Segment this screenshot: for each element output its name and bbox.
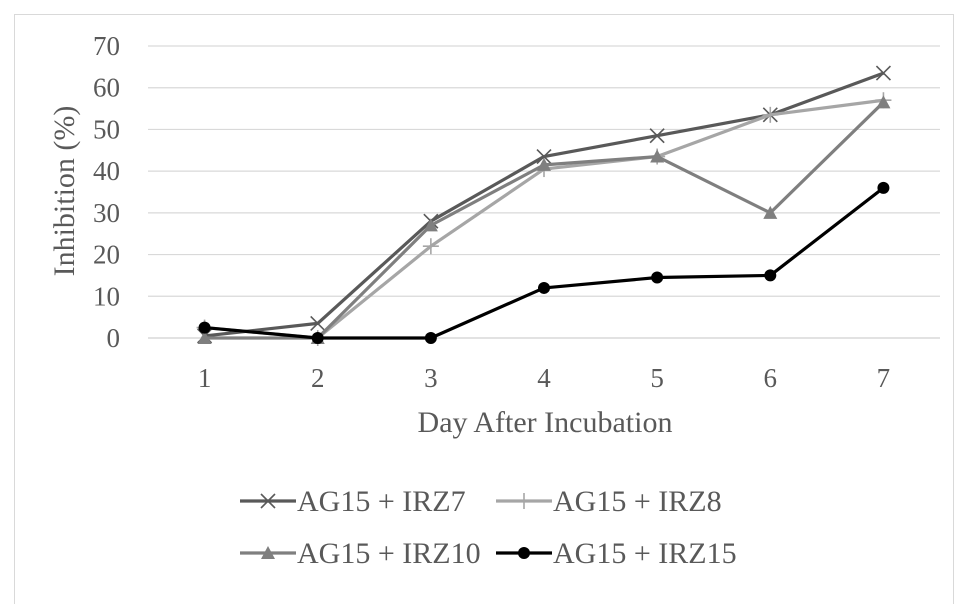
point-marker-plus bbox=[516, 493, 532, 509]
marker-stroke bbox=[875, 65, 891, 81]
x-tick-label: 3 bbox=[424, 363, 438, 393]
x-tick-label: 6 bbox=[764, 363, 778, 393]
legend: AG15 + IRZ7 AG15 + IRZ8 AG15 + IRZ10 AG15 +… bbox=[240, 485, 737, 570]
legend-label: AG15 + IRZ10 bbox=[297, 537, 481, 570]
point-marker-x bbox=[536, 148, 552, 165]
x-tick-label: 7 bbox=[877, 363, 891, 393]
y-tick-label: 30 bbox=[93, 198, 120, 228]
legend-item: AG15 + IRZ15 bbox=[496, 537, 737, 570]
y-axis-title: Inhibition (%) bbox=[48, 106, 81, 277]
line-chart: 0 10 20 30 40 50 60 70 1 2 3 4 5 6 7 Day After Incuba… bbox=[48, 31, 940, 570]
x-axis-ticks: 1 2 3 4 5 6 7 bbox=[198, 363, 890, 393]
point-marker-circle bbox=[198, 321, 211, 334]
point-marker-x bbox=[260, 493, 276, 509]
point-marker-triangle bbox=[876, 95, 891, 109]
legend-item: AG15 + IRZ7 bbox=[240, 485, 466, 518]
x-tick-label: 4 bbox=[537, 363, 551, 393]
legend-label: AG15 + IRZ15 bbox=[553, 537, 737, 570]
x-tick-label: 5 bbox=[650, 363, 664, 393]
gridlines bbox=[148, 45, 940, 339]
point-marker-x bbox=[310, 315, 326, 331]
series-group bbox=[196, 65, 892, 346]
y-tick-label: 0 bbox=[107, 323, 121, 353]
legend-label: AG15 + IRZ7 bbox=[297, 485, 466, 518]
x-tick-label: 1 bbox=[198, 363, 212, 393]
point-marker-circle bbox=[311, 332, 324, 344]
point-marker-circle bbox=[518, 547, 530, 559]
marker-stroke bbox=[649, 128, 665, 144]
point-marker-x bbox=[649, 128, 665, 144]
point-marker-plus bbox=[422, 238, 439, 255]
point-marker-triangle bbox=[763, 205, 778, 219]
point-marker-circle bbox=[764, 269, 777, 282]
chart-frame bbox=[14, 14, 954, 604]
marker-stroke bbox=[536, 148, 552, 165]
y-tick-label: 50 bbox=[93, 114, 120, 144]
series-line bbox=[204, 101, 885, 340]
point-marker-triangle bbox=[650, 149, 665, 163]
series-line bbox=[204, 98, 884, 340]
point-marker-triangle bbox=[261, 546, 275, 559]
y-tick-label: 40 bbox=[93, 156, 120, 186]
point-marker-circle bbox=[651, 271, 664, 284]
y-axis-ticks: 0 10 20 30 40 50 60 70 bbox=[93, 31, 120, 353]
series-1 bbox=[197, 65, 891, 344]
series-line bbox=[204, 186, 885, 340]
point-marker-x bbox=[875, 65, 891, 81]
point-marker-circle bbox=[538, 281, 550, 294]
y-tick-label: 60 bbox=[93, 73, 120, 103]
series-2 bbox=[196, 92, 892, 346]
x-axis-title: Day After Incubation bbox=[418, 406, 673, 439]
y-tick-label: 70 bbox=[93, 31, 120, 61]
series-3 bbox=[197, 95, 891, 344]
series-4 bbox=[198, 181, 890, 344]
legend-item: AG15 + IRZ8 bbox=[496, 485, 722, 518]
x-tick-label: 2 bbox=[311, 363, 325, 393]
point-marker-triangle bbox=[423, 218, 438, 232]
legend-item: AG15 + IRZ10 bbox=[240, 537, 481, 570]
marker-stroke bbox=[260, 493, 276, 509]
legend-label: AG15 + IRZ8 bbox=[553, 485, 722, 518]
y-tick-label: 10 bbox=[93, 281, 120, 311]
marker-stroke bbox=[310, 315, 326, 331]
point-marker-plus bbox=[762, 106, 779, 123]
point-marker-triangle bbox=[197, 331, 212, 344]
point-marker-circle bbox=[424, 332, 437, 344]
y-tick-label: 20 bbox=[93, 240, 120, 270]
point-marker-circle bbox=[877, 181, 890, 194]
point-marker-triangle bbox=[537, 157, 551, 171]
